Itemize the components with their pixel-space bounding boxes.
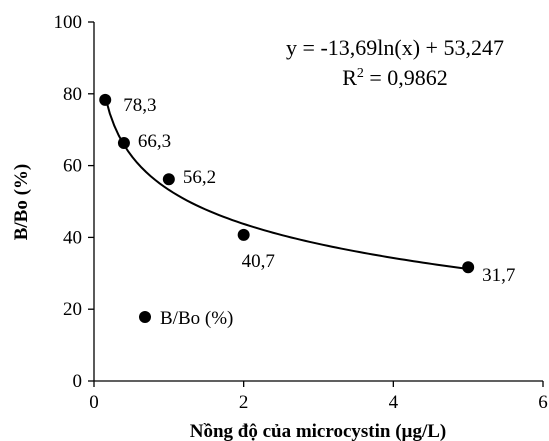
y-axis-label: B/Bo (%) [11,164,32,241]
data-point [117,136,130,149]
y-tick-label: 0 [73,371,83,392]
data-label: 40,7 [242,251,275,272]
x-axis-label: Nồng độ của microcystin (µg/L) [190,421,447,441]
data-label: 78,3 [123,95,156,116]
y-tick-label: 20 [63,299,82,320]
legend: B/Bo (%) [139,308,233,329]
x-tick-label: 0 [89,392,99,413]
y-tick-label: 40 [63,227,82,248]
data-point [462,261,475,274]
data-point [162,173,175,186]
y-tick-label: 60 [63,156,82,177]
y-tick-label: 100 [54,12,83,33]
data-points [99,93,475,274]
y-tick-label: 80 [63,84,82,105]
legend-label: B/Bo (%) [160,308,233,329]
trend-equation: y = -13,69ln(x) + 53,247 [286,35,504,60]
x-tick-label: 6 [538,392,548,413]
data-point [99,93,112,106]
x-tick-label: 4 [389,392,399,413]
x-tick-label: 2 [239,392,249,413]
legend-marker [139,311,151,323]
data-label: 56,2 [183,167,216,188]
r-squared: R2 = 0,9862 [342,65,448,90]
data-labels: 78,3 66,3 56,2 40,7 31,7 [123,95,515,286]
data-label: 66,3 [138,131,171,152]
trendline [104,96,469,270]
data-label: 31,7 [482,265,515,286]
axes [93,22,543,382]
axis-ticks: 0 20 40 60 80 100 0 2 4 6 [54,12,548,413]
data-point [237,228,250,241]
